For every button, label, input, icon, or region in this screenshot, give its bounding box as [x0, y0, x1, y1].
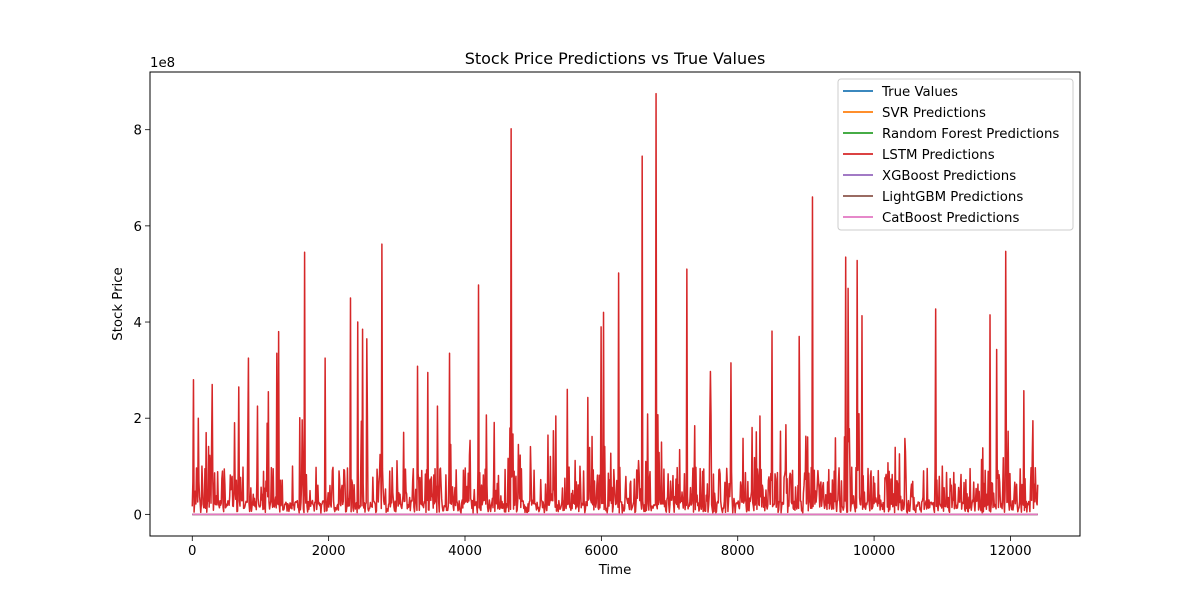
- y-tick-label: 4: [134, 316, 142, 331]
- legend: True Values SVR Predictions Random Forest …: [837, 78, 1074, 231]
- x-tick-label: 10000: [853, 544, 895, 559]
- y-axis-title: Stock Price: [111, 267, 126, 340]
- plot-frame: [149, 71, 1081, 537]
- y-axis: 0 2 4 6 8: [134, 124, 150, 523]
- y-tick-label: 6: [134, 220, 142, 235]
- x-axis: 0 2000 4000 6000 8000 10000 12000: [188, 536, 1032, 559]
- x-tick-label: 8000: [721, 544, 755, 559]
- x-tick-label: 2000: [312, 544, 346, 559]
- legend-frame: [837, 78, 1074, 231]
- y-tick-label: 2: [134, 412, 142, 427]
- x-tick-label: 4000: [448, 544, 482, 559]
- legend-label: CatBoost Predictions: [882, 211, 1019, 226]
- legend-label: LSTM Predictions: [882, 148, 995, 163]
- legend-label: SVR Predictions: [882, 106, 986, 121]
- y-tick-label: 8: [134, 124, 142, 139]
- x-tick-label: 0: [188, 544, 196, 559]
- x-axis-title: Time: [598, 563, 632, 578]
- legend-label: True Values: [881, 85, 958, 100]
- series-line-3: [191, 92, 1039, 514]
- legend-label: XGBoost Predictions: [882, 169, 1016, 184]
- x-tick-label: 12000: [989, 544, 1031, 559]
- y-tick-label: 0: [134, 508, 142, 523]
- x-tick-label: 6000: [584, 544, 618, 559]
- series-layer: [191, 92, 1039, 516]
- chart-title: Stock Price Predictions vs True Values: [465, 49, 766, 68]
- legend-label: Random Forest Predictions: [882, 127, 1059, 142]
- legend-label: LightGBM Predictions: [882, 190, 1023, 205]
- y-offset-text: 1e8: [150, 56, 175, 71]
